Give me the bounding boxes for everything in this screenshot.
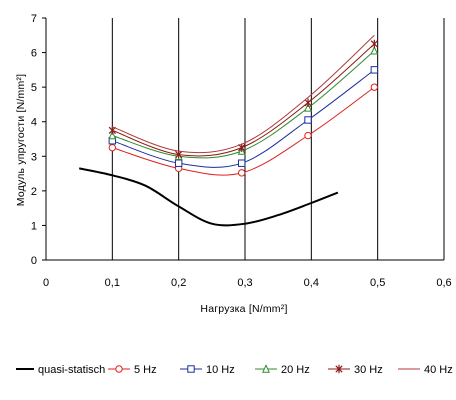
data-point xyxy=(108,130,117,140)
y-tick-label: 5 xyxy=(31,82,37,94)
legend-marker xyxy=(187,365,195,373)
legend-item: 20 Hz xyxy=(255,364,310,376)
series-line xyxy=(112,50,375,159)
data-point xyxy=(370,45,379,55)
y-tick-label: 1 xyxy=(31,220,37,232)
legend-item: 10 Hz xyxy=(180,364,235,376)
series xyxy=(79,34,379,227)
y-tick-label: 3 xyxy=(31,151,37,163)
y-axis-label: Модуль упругости [N/mm²] xyxy=(15,74,27,206)
x-tick-label: 0,2 xyxy=(171,277,186,289)
data-point xyxy=(237,169,246,177)
y-tick-label: 4 xyxy=(31,117,37,129)
x-tick-label: 0,5 xyxy=(370,277,385,289)
legend-label: 5 Hz xyxy=(134,364,157,376)
y-tick-label: 2 xyxy=(31,186,37,198)
data-point xyxy=(237,159,246,167)
x-tick-label: 0,1 xyxy=(105,277,120,289)
data-point xyxy=(304,102,312,112)
legend-label: 20 Hz xyxy=(281,364,310,376)
series-line xyxy=(112,34,375,154)
series-1 xyxy=(108,83,379,177)
grid xyxy=(111,18,445,260)
x-tick-label: 0,4 xyxy=(304,277,319,289)
x-tick-label: 0,3 xyxy=(237,277,252,289)
y-tick-label: 0 xyxy=(31,255,37,267)
series-line xyxy=(79,167,339,227)
legend-item: quasi-statisch xyxy=(16,364,105,376)
legend-label: 40 Hz xyxy=(424,364,453,376)
x-tick-label: 0 xyxy=(43,277,49,289)
y-tick-label: 6 xyxy=(31,48,37,60)
data-point xyxy=(304,131,312,140)
data-point xyxy=(370,66,379,74)
y-tick-label: 7 xyxy=(31,13,37,25)
legend-label: 10 Hz xyxy=(206,364,235,376)
data-point xyxy=(370,83,379,91)
tick-labels: 0 0,1 0,2 0,3 0,4 0,5 0,6 0 1 2 3 4 5 6 7 xyxy=(31,13,452,289)
data-point xyxy=(175,150,183,159)
legend-label: 30 Hz xyxy=(354,364,383,376)
data-point xyxy=(174,159,183,167)
legend-item: 40 Hz xyxy=(398,364,453,376)
data-point xyxy=(370,39,378,49)
axes xyxy=(42,17,444,261)
legend-marker xyxy=(115,365,123,373)
data-point xyxy=(304,98,312,107)
legend-item: 30 Hz xyxy=(328,364,383,376)
series-0 xyxy=(79,167,339,227)
data-point xyxy=(108,143,117,152)
legend-item: 5 Hz xyxy=(108,364,157,376)
legend-marker xyxy=(335,364,343,374)
legend-marker xyxy=(262,364,270,373)
series-2 xyxy=(108,66,379,168)
legend-label: quasi-statisch xyxy=(38,364,105,376)
legend: quasi-statisch 5 Hz 10 Hz 20 Hz 30 Hz 40 Hz xyxy=(16,364,453,376)
series-4 xyxy=(108,39,378,159)
x-tick-label: 0,6 xyxy=(436,277,451,289)
data-point xyxy=(304,116,312,124)
series-5 xyxy=(112,34,375,154)
x-axis-label: Нагрузка [N/mm²] xyxy=(200,303,287,315)
